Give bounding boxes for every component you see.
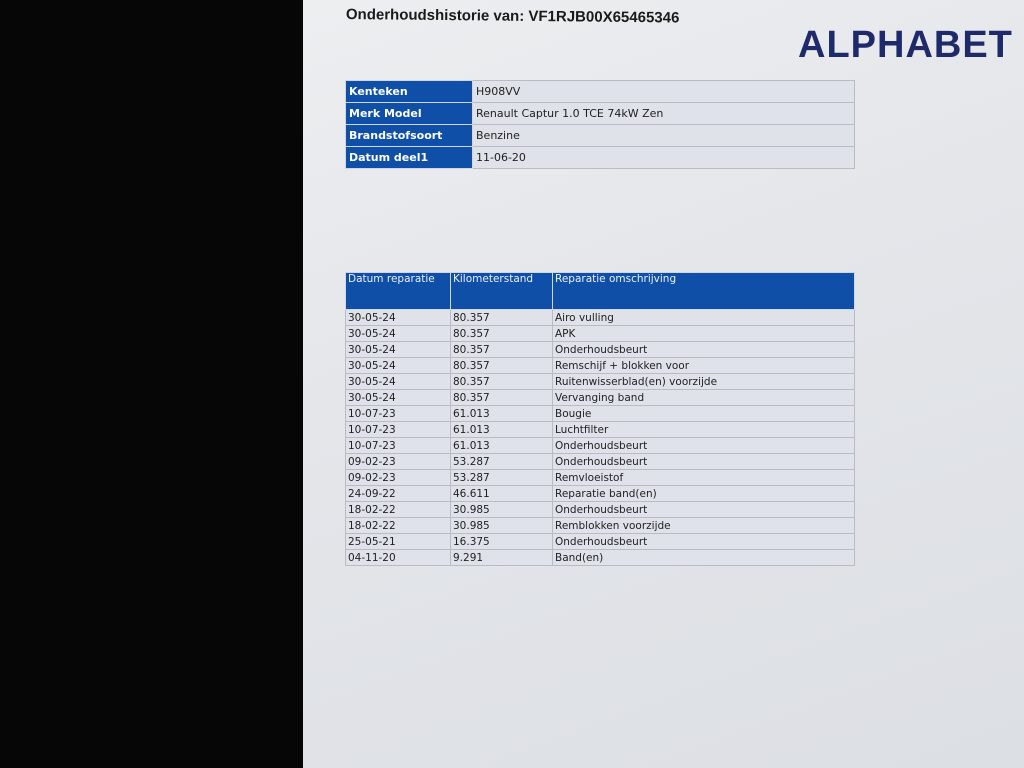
table-row: 04-11-20 9.291 Band(en): [345, 549, 855, 566]
repair-date: 10-07-23: [345, 421, 451, 438]
repair-description: Bougie: [552, 405, 855, 422]
table-row: 25-05-21 16.375 Onderhoudsbeurt: [345, 533, 855, 550]
repair-description: Onderhoudsbeurt: [552, 501, 855, 518]
repair-date: 24-09-22: [345, 485, 451, 502]
repair-description: Reparatie band(en): [552, 485, 855, 502]
table-row: 09-02-23 53.287 Remvloeistof: [345, 469, 855, 486]
info-row: Merk Model Renault Captur 1.0 TCE 74kW Ze…: [345, 102, 855, 125]
table-row: 30-05-24 80.357 APK: [345, 325, 855, 342]
page-title: Onderhoudshistorie van: VF1RJB00X6546534…: [345, 6, 680, 27]
repair-description: Onderhoudsbeurt: [552, 341, 855, 358]
repair-description: APK: [552, 325, 855, 342]
table-row: 30-05-24 80.357 Vervanging band: [345, 389, 855, 406]
table-row: 10-07-23 61.013 Bougie: [345, 405, 855, 422]
repair-date: 30-05-24: [345, 357, 451, 374]
repair-description: Onderhoudsbeurt: [552, 437, 855, 454]
repair-description: Luchtfilter: [552, 421, 855, 438]
table-row: 09-02-23 53.287 Onderhoudsbeurt: [345, 453, 855, 470]
mileage: 80.357: [450, 341, 553, 358]
table-row: 30-05-24 80.357 Airo vulling: [345, 309, 855, 326]
mileage: 61.013: [450, 437, 553, 454]
repair-description: Ruitenwisserblad(en) voorzijde: [552, 373, 855, 390]
table-row: 24-09-22 46.611 Reparatie band(en): [345, 485, 855, 502]
info-value: 11-06-20: [472, 146, 855, 169]
table-row: 30-05-24 80.357 Onderhoudsbeurt: [345, 341, 855, 358]
repair-date: 30-05-24: [345, 389, 451, 406]
repair-date: 30-05-24: [345, 325, 451, 342]
mileage: 80.357: [450, 389, 553, 406]
mileage: 80.357: [450, 309, 553, 326]
info-value: H908VV: [472, 80, 855, 103]
repair-date: 09-02-23: [345, 469, 451, 486]
repair-date: 18-02-22: [345, 517, 451, 534]
repair-date: 30-05-24: [345, 373, 451, 390]
mileage: 9.291: [450, 549, 553, 566]
column-header-date: Datum reparatie: [345, 272, 451, 310]
info-label: Datum deel1: [345, 146, 473, 169]
repair-date: 25-05-21: [345, 533, 451, 550]
column-header-description: Reparatie omschrijving: [552, 272, 855, 310]
repair-description: Band(en): [552, 549, 855, 566]
repair-description: Airo vulling: [552, 309, 855, 326]
info-row: Brandstofsoort Benzine: [345, 124, 855, 147]
info-value: Benzine: [472, 124, 855, 147]
mileage: 61.013: [450, 405, 553, 422]
repair-date: 09-02-23: [345, 453, 451, 470]
mileage: 30.985: [450, 501, 553, 518]
table-header-row: Datum reparatie Kilometerstand Reparatie…: [345, 272, 855, 310]
mileage: 53.287: [450, 469, 553, 486]
mileage: 61.013: [450, 421, 553, 438]
mileage: 53.287: [450, 453, 553, 470]
mileage: 46.611: [450, 485, 553, 502]
repair-date: 30-05-24: [345, 309, 451, 326]
table-row: 18-02-22 30.985 Remblokken voorzijde: [345, 517, 855, 534]
repair-date: 04-11-20: [345, 549, 451, 566]
table-row: 18-02-22 30.985 Onderhoudsbeurt: [345, 501, 855, 518]
alphabet-logo: ALPHABET: [798, 24, 1013, 66]
maintenance-history-table: Datum reparatie Kilometerstand Reparatie…: [345, 272, 855, 566]
info-label: Brandstofsoort: [345, 124, 473, 147]
info-row: Kenteken H908VV: [345, 80, 855, 103]
repair-date: 10-07-23: [345, 437, 451, 454]
repair-date: 30-05-24: [345, 341, 451, 358]
column-header-mileage: Kilometerstand: [450, 272, 553, 310]
repair-description: Remblokken voorzijde: [552, 517, 855, 534]
vehicle-info-table: Kenteken H908VV Merk Model Renault Captur 1…: [345, 80, 855, 169]
repair-description: Vervanging band: [552, 389, 855, 406]
info-label: Kenteken: [345, 80, 473, 103]
table-row: 30-05-24 80.357 Remschijf + blokken voor: [345, 357, 855, 374]
info-label: Merk Model: [345, 102, 473, 125]
repair-description: Remschijf + blokken voor: [552, 357, 855, 374]
repair-description: Onderhoudsbeurt: [552, 453, 855, 470]
repair-date: 18-02-22: [345, 501, 451, 518]
table-row: 30-05-24 80.357 Ruitenwisserblad(en) voorz…: [345, 373, 855, 390]
mileage: 30.985: [450, 517, 553, 534]
mileage: 80.357: [450, 325, 553, 342]
repair-description: Onderhoudsbeurt: [552, 533, 855, 550]
mileage: 16.375: [450, 533, 553, 550]
table-row: 10-07-23 61.013 Onderhoudsbeurt: [345, 437, 855, 454]
table-row: 10-07-23 61.013 Luchtfilter: [345, 421, 855, 438]
info-row: Datum deel1 11-06-20: [345, 146, 855, 169]
repair-date: 10-07-23: [345, 405, 451, 422]
mileage: 80.357: [450, 373, 553, 390]
repair-description: Remvloeistof: [552, 469, 855, 486]
mileage: 80.357: [450, 357, 553, 374]
info-value: Renault Captur 1.0 TCE 74kW Zen: [472, 102, 855, 125]
